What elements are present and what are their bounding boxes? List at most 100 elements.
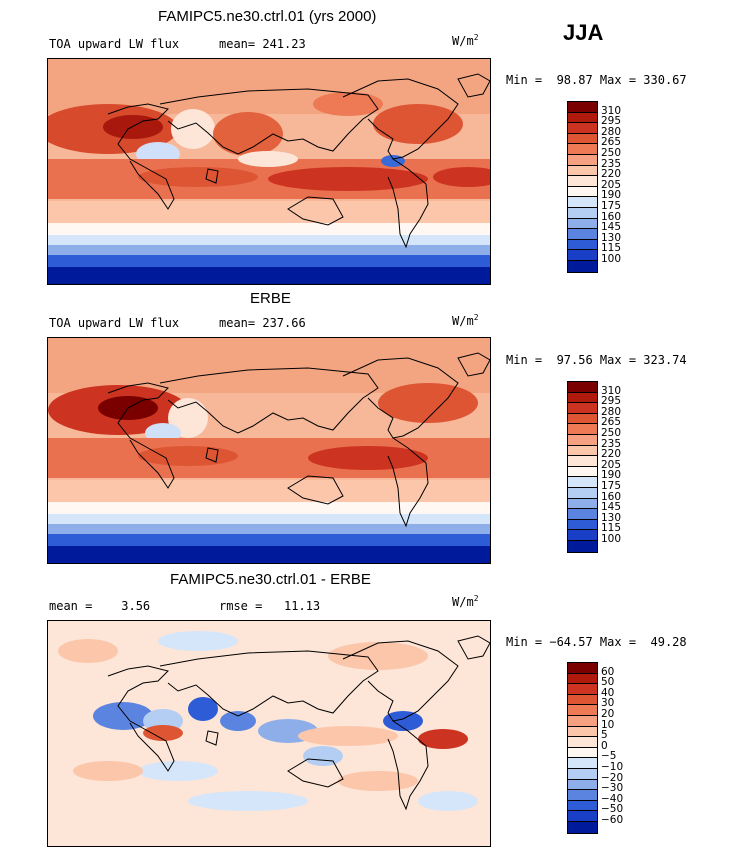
colorbar-swatch (568, 509, 597, 520)
colorbar-swatch (568, 260, 597, 272)
colorbar-tick-label: 0 (601, 739, 608, 752)
colorbar-swatch (568, 144, 597, 155)
colorbar-swatch (568, 530, 597, 541)
colorbar-swatch (568, 726, 597, 738)
colorbar-tick-label: 30 (601, 697, 615, 710)
panel2-colorbar (567, 381, 598, 553)
panel3-minmax: Min = −64.57 Max = 49.28 (506, 635, 687, 649)
colorbar-swatch (568, 800, 597, 812)
panel1-colorbar (567, 101, 598, 273)
colorbar-tick-label: 160 (601, 490, 622, 503)
panel3-colorbar (567, 662, 598, 834)
colorbar-swatch (568, 112, 597, 124)
colorbar-swatch (568, 229, 597, 240)
colorbar-tick-label: 280 (601, 405, 622, 418)
colorbar-swatch (568, 715, 597, 727)
colorbar-tick-label: −40 (601, 792, 624, 805)
colorbar-swatch (568, 154, 597, 166)
colorbar-swatch (568, 434, 597, 446)
colorbar-swatch (568, 456, 597, 467)
colorbar-tick-label: 280 (601, 125, 622, 138)
colorbar-swatch (568, 684, 597, 695)
colorbar-swatch (568, 694, 597, 706)
panel1-center-label: mean= 241.23 (219, 37, 306, 51)
colorbar-tick-label: 100 (601, 253, 622, 265)
colorbar-tick-label: 235 (601, 437, 622, 450)
colorbar-tick-label: 175 (601, 200, 622, 212)
colorbar-swatch (568, 186, 597, 198)
panel1-title: FAMIPC5.ne30.ctrl.01 (yrs 2000) (158, 8, 377, 25)
colorbar-tick-label: −30 (601, 782, 624, 795)
colorbar-swatch (568, 466, 597, 478)
colorbar-tick-label: 145 (601, 221, 622, 234)
colorbar-tick-label: 115 (601, 522, 622, 535)
colorbar-swatch (568, 218, 597, 230)
colorbar-tick-label: −50 (601, 803, 624, 816)
colorbar-swatch (568, 123, 597, 134)
colorbar-swatch (568, 705, 597, 716)
colorbar-tick-label: 20 (601, 708, 615, 720)
colorbar-swatch (568, 165, 597, 177)
colorbar-tick-label: 250 (601, 427, 622, 439)
colorbar-tick-label: 220 (601, 168, 622, 181)
colorbar-swatch (568, 487, 597, 499)
colorbar-swatch (568, 498, 597, 510)
colorbar-tick-label: 50 (601, 676, 615, 689)
colorbar-tick-label: 205 (601, 178, 622, 191)
panel3-units: W/m2 (452, 594, 479, 609)
colorbar-swatch (568, 382, 597, 393)
colorbar-swatch (568, 540, 597, 552)
colorbar-swatch (568, 445, 597, 457)
colorbar-swatch (568, 102, 597, 113)
panel2-map-field (48, 338, 490, 563)
colorbar-swatch (568, 768, 597, 780)
colorbar-swatch (568, 197, 597, 208)
colorbar-swatch (568, 176, 597, 187)
colorbar-tick-label: −5 (601, 750, 617, 763)
panel2-title: ERBE (250, 290, 291, 307)
colorbar-swatch (568, 663, 597, 674)
panel2-left-label: TOA upward LW flux (49, 316, 180, 330)
colorbar-tick-label: 40 (601, 686, 615, 699)
colorbar-swatch (568, 790, 597, 801)
colorbar-swatch (568, 519, 597, 531)
panel3-map-field (48, 621, 490, 846)
colorbar-tick-label: 310 (601, 384, 622, 397)
colorbar-tick-label: −20 (601, 771, 624, 784)
colorbar-swatch (568, 821, 597, 833)
panel3-left-label: mean = 3.56 (49, 599, 151, 613)
colorbar-tick-label: 295 (601, 115, 622, 128)
panel2-units: W/m2 (452, 313, 479, 328)
colorbar-tick-label: 250 (601, 147, 622, 159)
colorbar-tick-label: −60 (601, 814, 624, 826)
panel1-left-label: TOA upward LW flux (49, 37, 180, 51)
panel2-center-label: mean= 237.66 (219, 316, 306, 330)
colorbar-tick-label: 145 (601, 501, 622, 514)
colorbar-tick-label: 220 (601, 448, 622, 461)
colorbar-swatch (568, 424, 597, 435)
colorbar-swatch (568, 403, 597, 414)
colorbar-tick-label: 160 (601, 210, 622, 223)
colorbar-tick-label: 115 (601, 242, 622, 255)
panel2-minmax: Min = 97.56 Max = 323.74 (506, 353, 687, 367)
colorbar-tick-label: 205 (601, 458, 622, 471)
colorbar-tick-label: 130 (601, 511, 622, 524)
colorbar-tick-label: 100 (601, 533, 622, 545)
colorbar-tick-label: 235 (601, 157, 622, 170)
season-label: JJA (563, 20, 604, 45)
colorbar-tick-label: 190 (601, 469, 622, 482)
panel3-center-label: rmse = 11.13 (219, 599, 321, 613)
colorbar-swatch (568, 758, 597, 769)
panel3-map (47, 620, 491, 847)
colorbar-tick-label: −10 (601, 761, 624, 773)
panel1-units: W/m2 (452, 33, 479, 48)
colorbar-swatch (568, 413, 597, 425)
colorbar-tick-label: 295 (601, 395, 622, 408)
colorbar-swatch (568, 239, 597, 251)
colorbar-swatch (568, 250, 597, 261)
panel1-map-field (48, 59, 490, 284)
colorbar-tick-label: 265 (601, 136, 622, 149)
colorbar-swatch (568, 737, 597, 748)
colorbar-tick-label: 10 (601, 718, 615, 731)
colorbar-tick-label: 175 (601, 480, 622, 492)
